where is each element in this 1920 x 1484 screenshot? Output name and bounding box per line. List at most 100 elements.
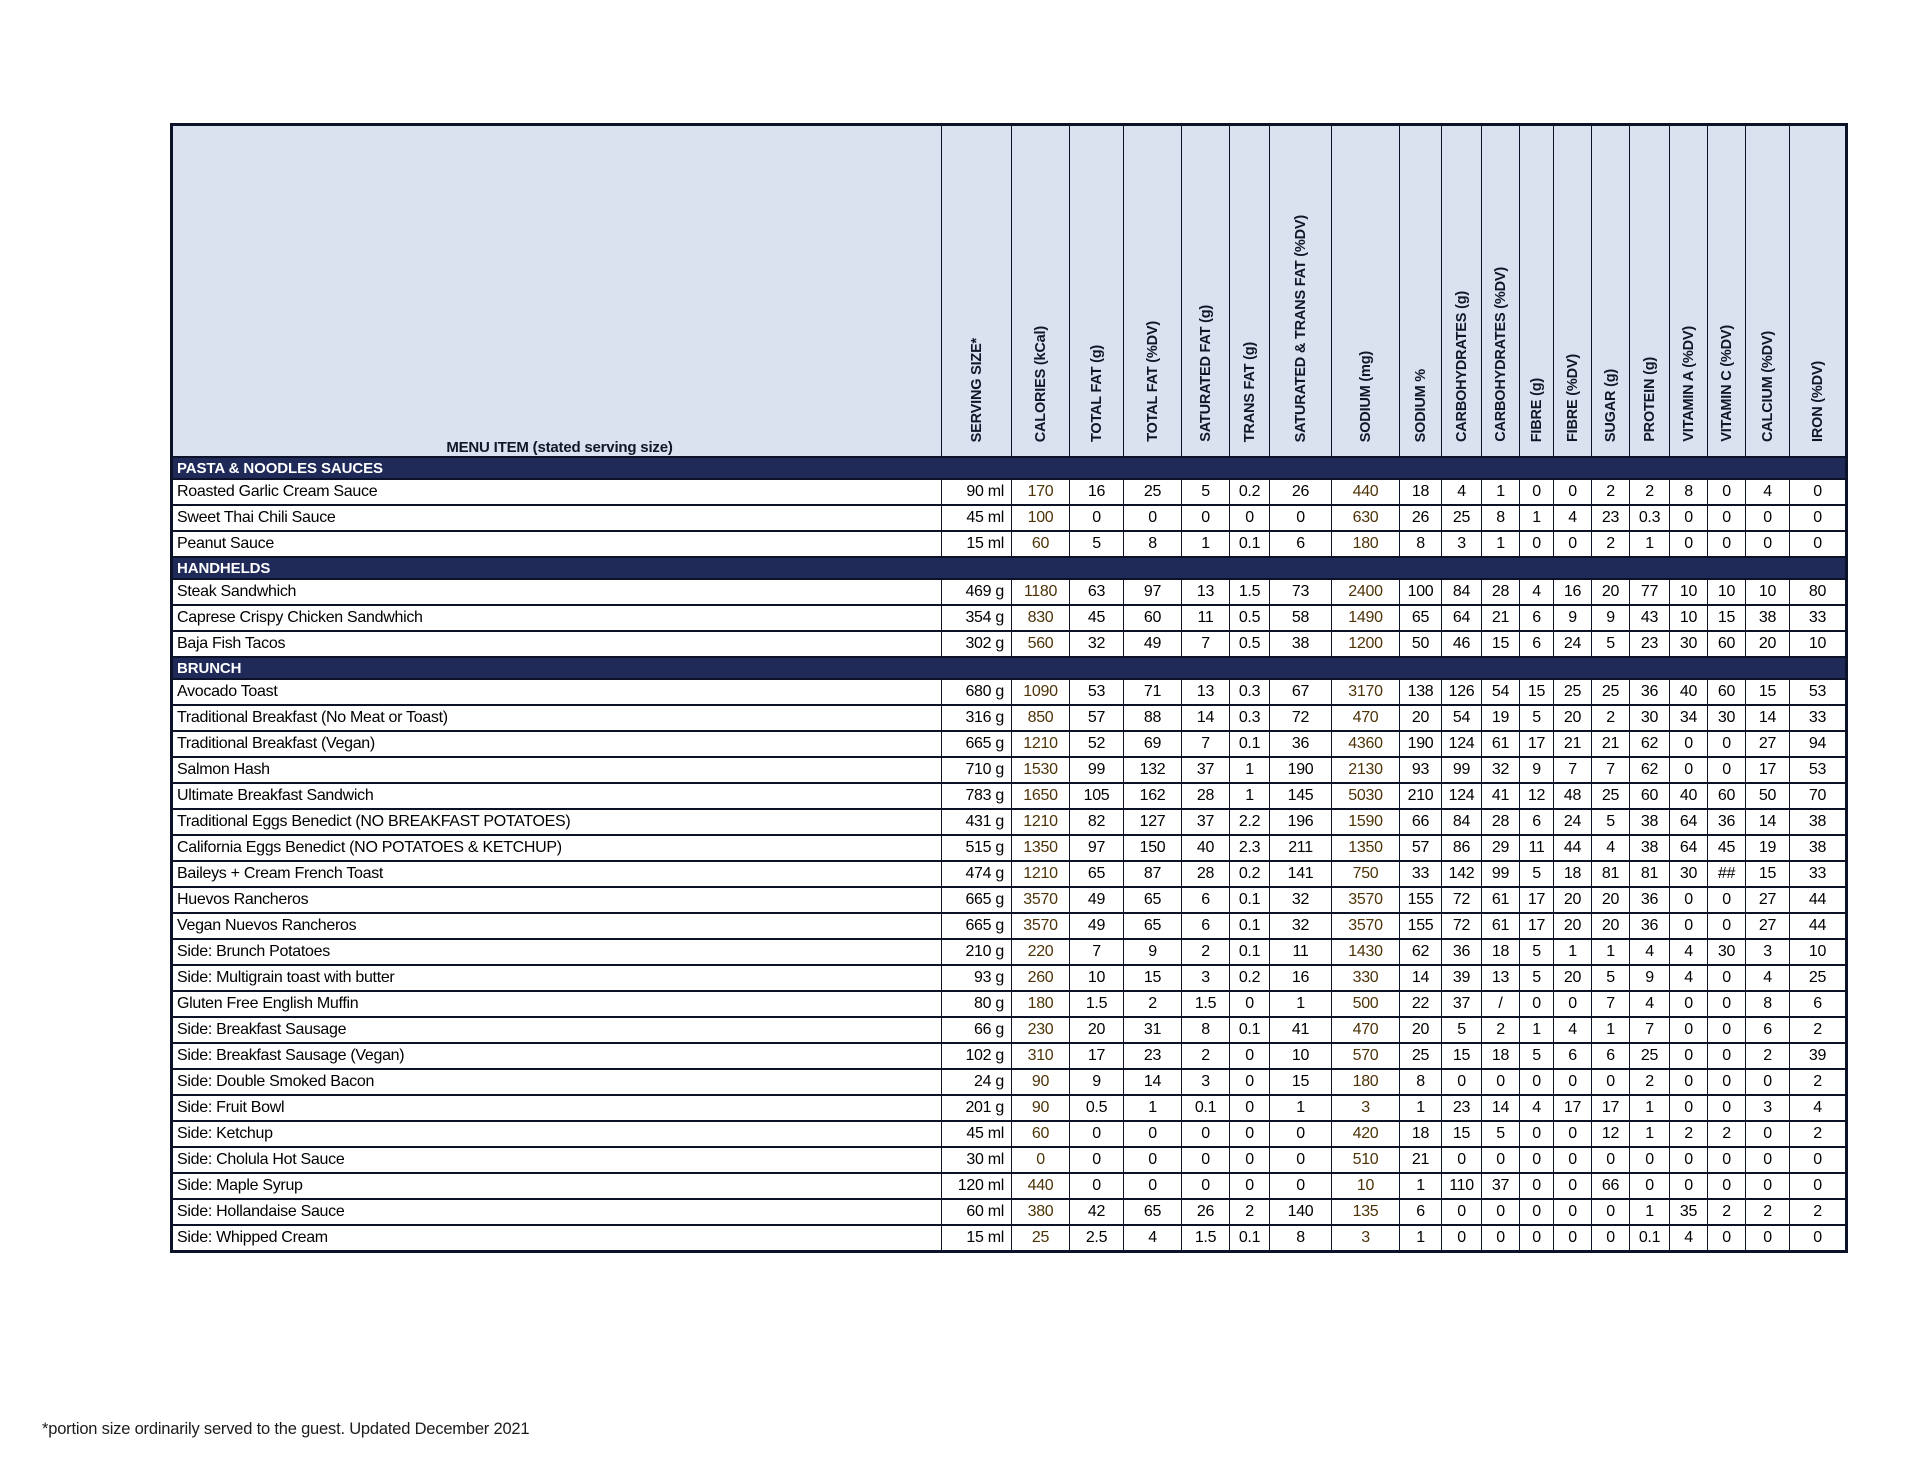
cell-fibre-g: 4	[1519, 1094, 1554, 1122]
cell-calories: 1350	[1011, 834, 1070, 862]
cell-sodium-pct: 20	[1399, 1016, 1442, 1044]
cell-protein-g: 0	[1629, 1146, 1670, 1174]
cell-calcium-dv: 2	[1745, 1042, 1790, 1070]
column-header-saturated-fat-g: SATURATED FAT (g)	[1181, 123, 1230, 458]
cell-calories: 3570	[1011, 886, 1070, 914]
cell-saturated-fat-g: 2	[1181, 1042, 1230, 1070]
cell-sat-trans-fat-dv: 58	[1269, 604, 1332, 632]
cell-calories: 830	[1011, 604, 1070, 632]
column-header-label: SERVING SIZE*	[968, 337, 985, 442]
cell-calories: 850	[1011, 704, 1070, 732]
cell-total-fat-dv: 14	[1123, 1068, 1182, 1096]
cell-fibre-dv: 4	[1553, 504, 1592, 532]
cell-sodium-mg: 1490	[1331, 604, 1400, 632]
menu-item-name: Ultimate Breakfast Sandwich	[171, 782, 942, 810]
cell-vitamin-c-dv: 0	[1707, 912, 1746, 940]
cell-carbohydrates-dv: 99	[1481, 860, 1520, 888]
cell-sodium-pct: 1	[1399, 1094, 1442, 1122]
cell-sugar-g: 5	[1591, 808, 1630, 836]
menu-item-row: Baja Fish Tacos 302 g 560 32 49 7 0.5 38 1200 50 4…	[171, 630, 1847, 658]
cell-trans-fat-g: 2	[1229, 1198, 1270, 1226]
cell-serving-size: 354 g	[941, 604, 1012, 632]
cell-vitamin-a-dv: 40	[1669, 782, 1708, 810]
column-header-label: SUGAR (g)	[1602, 368, 1619, 442]
cell-carbohydrates-g: 72	[1441, 912, 1482, 940]
cell-iron-dv: 94	[1789, 730, 1847, 758]
cell-carbohydrates-dv: 0	[1481, 1146, 1520, 1174]
cell-protein-g: 38	[1629, 834, 1670, 862]
cell-sodium-mg: 135	[1331, 1198, 1400, 1226]
cell-vitamin-c-dv: 0	[1707, 1016, 1746, 1044]
cell-sugar-g: 25	[1591, 782, 1630, 810]
cell-saturated-fat-g: 8	[1181, 1016, 1230, 1044]
cell-sat-trans-fat-dv: 1	[1269, 1094, 1332, 1122]
cell-sat-trans-fat-dv: 140	[1269, 1198, 1332, 1226]
column-header-sodium-mg: SODIUM (mg)	[1331, 123, 1400, 458]
cell-protein-g: 36	[1629, 912, 1670, 940]
cell-vitamin-c-dv: 10	[1707, 578, 1746, 606]
cell-saturated-fat-g: 6	[1181, 886, 1230, 914]
cell-serving-size: 665 g	[941, 886, 1012, 914]
cell-trans-fat-g: 2.3	[1229, 834, 1270, 862]
cell-serving-size: 201 g	[941, 1094, 1012, 1122]
cell-sodium-mg: 3	[1331, 1224, 1400, 1253]
cell-vitamin-c-dv: 0	[1707, 1224, 1746, 1253]
cell-protein-g: 25	[1629, 1042, 1670, 1070]
cell-serving-size: 93 g	[941, 964, 1012, 992]
cell-serving-size: 431 g	[941, 808, 1012, 836]
cell-protein-g: 77	[1629, 578, 1670, 606]
cell-sat-trans-fat-dv: 38	[1269, 630, 1332, 658]
cell-vitamin-a-dv: 0	[1669, 886, 1708, 914]
section-title: BRUNCH	[171, 656, 1847, 680]
cell-carbohydrates-dv: 8	[1481, 504, 1520, 532]
cell-sugar-g: 0	[1591, 1198, 1630, 1226]
cell-trans-fat-g: 1.5	[1229, 578, 1270, 606]
cell-sodium-pct: 66	[1399, 808, 1442, 836]
cell-saturated-fat-g: 7	[1181, 630, 1230, 658]
column-header-fibre-dv: FIBRE (%DV)	[1553, 123, 1592, 458]
cell-fibre-dv: 0	[1553, 478, 1592, 506]
cell-vitamin-a-dv: 0	[1669, 730, 1708, 758]
cell-sodium-pct: 14	[1399, 964, 1442, 992]
cell-carbohydrates-dv: 0	[1481, 1198, 1520, 1226]
cell-vitamin-a-dv: 0	[1669, 1016, 1708, 1044]
cell-fibre-dv: 25	[1553, 678, 1592, 706]
cell-vitamin-a-dv: 0	[1669, 1146, 1708, 1174]
cell-serving-size: 80 g	[941, 990, 1012, 1018]
column-header-total-fat-dv: TOTAL FAT (%DV)	[1123, 123, 1182, 458]
cell-protein-g: 4	[1629, 938, 1670, 966]
cell-sugar-g: 17	[1591, 1094, 1630, 1122]
cell-total-fat-dv: 150	[1123, 834, 1182, 862]
cell-total-fat-dv: 9	[1123, 938, 1182, 966]
cell-total-fat-dv: 127	[1123, 808, 1182, 836]
cell-carbohydrates-dv: /	[1481, 990, 1520, 1018]
cell-iron-dv: 53	[1789, 756, 1847, 784]
cell-saturated-fat-g: 2	[1181, 938, 1230, 966]
cell-calories: 0	[1011, 1146, 1070, 1174]
cell-iron-dv: 2	[1789, 1016, 1847, 1044]
cell-serving-size: 469 g	[941, 578, 1012, 606]
cell-total-fat-dv: 2	[1123, 990, 1182, 1018]
cell-fibre-g: 9	[1519, 756, 1554, 784]
cell-serving-size: 45 ml	[941, 1120, 1012, 1148]
cell-fibre-g: 5	[1519, 704, 1554, 732]
cell-iron-dv: 2	[1789, 1068, 1847, 1096]
cell-trans-fat-g: 0	[1229, 1146, 1270, 1174]
cell-saturated-fat-g: 14	[1181, 704, 1230, 732]
cell-trans-fat-g: 0	[1229, 1094, 1270, 1122]
cell-sat-trans-fat-dv: 32	[1269, 912, 1332, 940]
cell-sat-trans-fat-dv: 141	[1269, 860, 1332, 888]
cell-fibre-dv: 20	[1553, 886, 1592, 914]
menu-item-name: Salmon Hash	[171, 756, 942, 784]
cell-vitamin-a-dv: 4	[1669, 1224, 1708, 1253]
column-header-label: TRANS FAT (g)	[1241, 341, 1258, 442]
cell-calories: 1530	[1011, 756, 1070, 784]
column-header-serving-size: SERVING SIZE*	[941, 123, 1012, 458]
cell-vitamin-a-dv: 0	[1669, 1042, 1708, 1070]
cell-calcium-dv: 4	[1745, 964, 1790, 992]
column-header-label: CARBOHYDRATES (g)	[1453, 291, 1470, 442]
cell-carbohydrates-g: 99	[1441, 756, 1482, 784]
cell-trans-fat-g: 1	[1229, 756, 1270, 784]
cell-calcium-dv: 38	[1745, 604, 1790, 632]
menu-item-row: Baileys + Cream French Toast 474 g 1210 65 8…	[171, 860, 1847, 888]
